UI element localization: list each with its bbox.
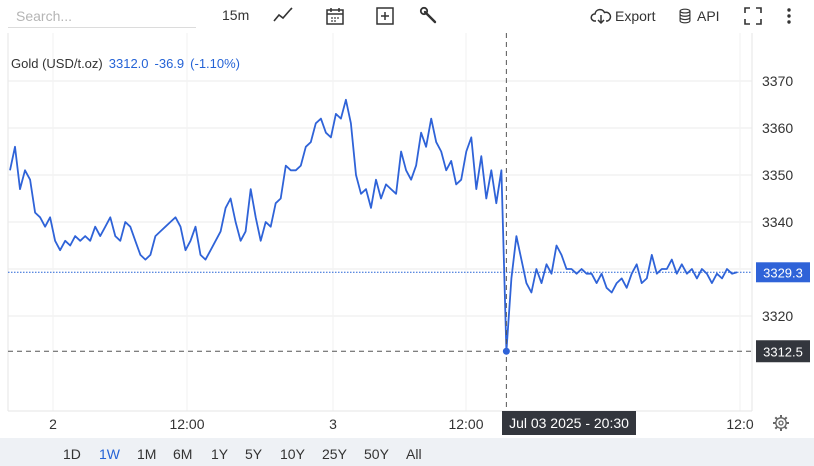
- last-price-text: 3329.3: [763, 265, 803, 280]
- line-chart-icon[interactable]: [272, 5, 294, 27]
- x-tick-label: 12:00: [169, 416, 204, 432]
- y-axis: 332033303340335033603370: [762, 73, 793, 324]
- price-chart[interactable]: 332033303340335033603370 212:00312:0012:…: [0, 33, 814, 438]
- x-axis: 2 12:00 3 12:00 12:0: [49, 416, 754, 432]
- interval-selector[interactable]: 15m: [222, 7, 250, 23]
- y-tick-label: 3320: [762, 308, 793, 324]
- legend-price: 3312.0: [108, 56, 149, 71]
- price-line-series: [9, 98, 738, 353]
- x-tick-label: 12:0: [726, 416, 753, 432]
- api-button[interactable]: API: [676, 6, 720, 26]
- range-10y[interactable]: 10Y: [280, 446, 305, 462]
- range-all[interactable]: All: [406, 446, 422, 462]
- crosshair-time-label: Jul 03 2025 - 20:30: [502, 411, 636, 435]
- fullscreen-icon[interactable]: [742, 5, 764, 27]
- x-tick-label: 3: [329, 416, 337, 432]
- more-vertical-icon[interactable]: [778, 5, 800, 27]
- export-button[interactable]: Export: [590, 6, 655, 26]
- legend-change: -36.9: [154, 56, 185, 71]
- range-6m[interactable]: 6M: [173, 446, 193, 462]
- range-1d[interactable]: 1D: [63, 446, 81, 462]
- legend: Gold (USD/t.oz) 3312.0 -36.9 (-1.10%): [11, 56, 240, 71]
- y-tick-label: 3360: [762, 120, 793, 136]
- range-1m[interactable]: 1M: [137, 446, 157, 462]
- y-tick-label: 3370: [762, 73, 793, 89]
- wrench-icon[interactable]: [418, 5, 440, 27]
- gear-icon[interactable]: [772, 414, 790, 432]
- plus-box-icon[interactable]: [374, 5, 396, 27]
- y-tick-label: 3340: [762, 214, 793, 230]
- crosshair-price-text: 3312.5: [763, 344, 803, 359]
- database-icon: [679, 8, 691, 24]
- export-label: Export: [615, 8, 656, 24]
- cloud-download-icon: [590, 8, 612, 25]
- search-input[interactable]: [8, 4, 196, 28]
- last-price-label: 3329.3: [756, 262, 810, 283]
- y-tick-label: 3350: [762, 167, 793, 183]
- instrument-name: Gold (USD/t.oz): [11, 56, 103, 71]
- x-gridlines: [52, 33, 741, 411]
- range-1y[interactable]: 1Y: [211, 446, 229, 462]
- range-5y[interactable]: 5Y: [245, 446, 263, 462]
- gridlines: [8, 80, 752, 317]
- range-selector: 1D 1W 1M 6M 1Y 5Y 10Y 25Y 50Y All: [0, 438, 814, 466]
- crosshair-time-text: Jul 03 2025 - 20:30: [509, 415, 629, 431]
- crosshair-point: [502, 347, 510, 355]
- api-label: API: [697, 8, 720, 24]
- range-50y[interactable]: 50Y: [364, 446, 389, 462]
- legend-change-pct: (-1.10%): [190, 56, 241, 71]
- range-25y[interactable]: 25Y: [322, 446, 347, 462]
- toolbar: 15m Export API: [0, 0, 814, 33]
- range-1w[interactable]: 1W: [99, 446, 120, 462]
- x-tick-label: 2: [49, 416, 57, 432]
- crosshair-price-label: 3312.5: [756, 340, 810, 363]
- x-tick-label: 12:00: [448, 416, 483, 432]
- calendar-icon[interactable]: [324, 5, 346, 27]
